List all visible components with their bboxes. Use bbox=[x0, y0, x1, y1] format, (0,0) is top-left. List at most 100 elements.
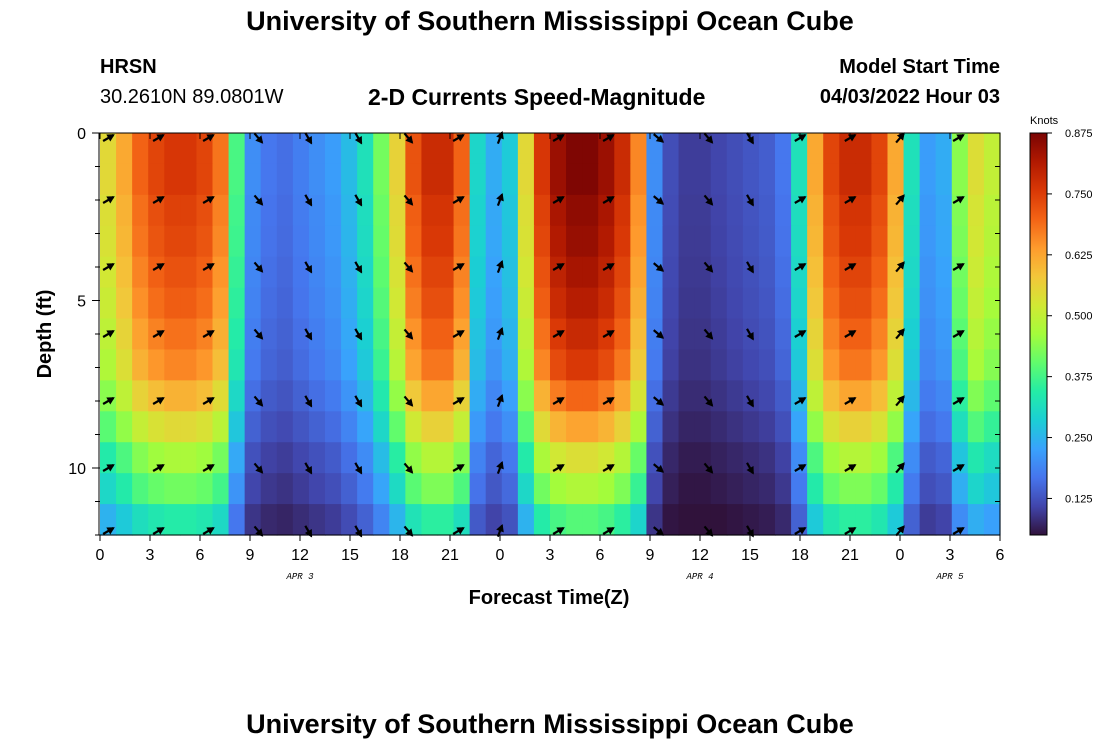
arrow-head bbox=[556, 527, 565, 535]
heatmap-cell bbox=[807, 194, 824, 227]
heatmap-cell bbox=[951, 442, 969, 474]
heatmap-cell bbox=[421, 380, 439, 412]
arrow-head bbox=[798, 527, 807, 535]
current-arrow bbox=[452, 196, 465, 204]
x-tick-label: 0 bbox=[96, 547, 105, 564]
heatmap-cell bbox=[244, 318, 262, 351]
arrow-head bbox=[848, 196, 857, 204]
current-arrow bbox=[403, 328, 414, 340]
arrow-head bbox=[456, 397, 465, 405]
heatmap-cell bbox=[951, 225, 969, 258]
heatmap-cell bbox=[710, 442, 728, 474]
heatmap-cell bbox=[405, 318, 423, 351]
x-tick-label: 6 bbox=[196, 547, 205, 564]
current-arrow bbox=[703, 194, 714, 206]
heatmap-cell bbox=[244, 411, 262, 443]
heatmap-cell bbox=[887, 318, 905, 351]
heatmap-cell bbox=[373, 133, 390, 165]
heatmap-cell bbox=[630, 411, 648, 443]
heatmap-cell bbox=[148, 380, 165, 412]
current-arrow bbox=[304, 261, 313, 274]
heatmap-cell bbox=[276, 318, 294, 351]
heatmap-cell bbox=[100, 349, 117, 381]
heatmap-cell bbox=[646, 473, 664, 505]
heatmap-cell bbox=[276, 442, 294, 474]
heatmap-cell bbox=[453, 133, 471, 165]
current-arrow bbox=[403, 462, 414, 474]
heatmap-cell bbox=[646, 256, 664, 289]
current-arrow bbox=[152, 263, 165, 271]
arrow-head bbox=[206, 464, 215, 472]
heatmap-cell bbox=[598, 380, 615, 412]
heatmap-cell bbox=[405, 287, 423, 320]
current-arrow bbox=[794, 527, 807, 535]
heatmap-cell bbox=[389, 194, 406, 227]
heatmap-cell bbox=[292, 349, 310, 381]
heatmap-cell bbox=[662, 380, 680, 412]
heatmap-cell bbox=[887, 349, 905, 381]
current-arrow bbox=[602, 330, 615, 338]
heatmap-cell bbox=[276, 411, 294, 443]
heatmap-cell bbox=[775, 163, 792, 196]
arrow-head bbox=[606, 527, 615, 535]
heatmap-cell bbox=[758, 442, 776, 474]
heatmap-cell bbox=[951, 194, 969, 227]
heatmap-cell bbox=[919, 442, 937, 474]
heatmap-cell bbox=[839, 163, 856, 196]
heatmap-cell bbox=[823, 256, 840, 289]
heatmap-cell bbox=[710, 287, 728, 320]
arrow-head bbox=[456, 330, 465, 338]
heatmap-cell bbox=[807, 287, 824, 320]
current-arrow bbox=[602, 263, 615, 271]
heatmap-cell bbox=[662, 287, 680, 320]
current-arrow bbox=[354, 328, 363, 341]
arrow-head bbox=[896, 525, 905, 534]
heatmap-cell bbox=[325, 411, 342, 443]
arrow-head bbox=[705, 465, 714, 474]
heatmap-cell bbox=[276, 133, 294, 165]
heatmap-cell bbox=[839, 225, 856, 258]
x-tick-label: 0 bbox=[896, 547, 905, 564]
current-arrow bbox=[952, 330, 965, 338]
heatmap-cell bbox=[935, 380, 953, 412]
heatmap-cell bbox=[550, 163, 567, 196]
current-arrow bbox=[102, 196, 115, 204]
heatmap-cell bbox=[807, 380, 824, 412]
page-title: University of Southern Mississippi Ocean… bbox=[246, 6, 854, 36]
heatmap-cell bbox=[951, 411, 969, 443]
heatmap-cell bbox=[839, 256, 856, 289]
heatmap-cell bbox=[517, 473, 535, 505]
current-arrow bbox=[844, 397, 857, 405]
heatmap-cell bbox=[983, 504, 1001, 536]
current-arrow bbox=[552, 263, 565, 271]
y-tick-label: 0 bbox=[77, 126, 86, 143]
heatmap-cell bbox=[212, 318, 230, 351]
heatmap-cell bbox=[919, 504, 937, 536]
heatmap-cell bbox=[325, 349, 342, 381]
heatmap-cell bbox=[292, 380, 310, 412]
current-arrow bbox=[602, 134, 615, 142]
current-arrow bbox=[102, 263, 115, 271]
heatmap-cell bbox=[662, 163, 680, 196]
heatmap-cell bbox=[469, 163, 487, 196]
arrow-head bbox=[896, 132, 905, 141]
heatmap-cell bbox=[775, 194, 792, 227]
heatmap-cell bbox=[967, 411, 985, 443]
heatmap-cell bbox=[566, 411, 583, 443]
heatmap-cell bbox=[582, 133, 599, 165]
heatmap-cell bbox=[437, 473, 455, 505]
heatmap-cell bbox=[710, 256, 728, 289]
heatmap-cell bbox=[903, 442, 921, 474]
heatmap-cell bbox=[533, 225, 551, 258]
current-arrow bbox=[652, 195, 665, 205]
arrow-head bbox=[255, 135, 264, 144]
current-arrow bbox=[152, 397, 165, 405]
current-arrow bbox=[552, 196, 565, 204]
heatmap-cell bbox=[742, 287, 760, 320]
heatmap-cell bbox=[775, 349, 792, 381]
heatmap-cell bbox=[180, 287, 198, 320]
heatmap-cell bbox=[614, 380, 631, 412]
heatmap-cell bbox=[678, 225, 696, 258]
arrow-head bbox=[556, 397, 565, 405]
current-arrow bbox=[552, 464, 565, 472]
